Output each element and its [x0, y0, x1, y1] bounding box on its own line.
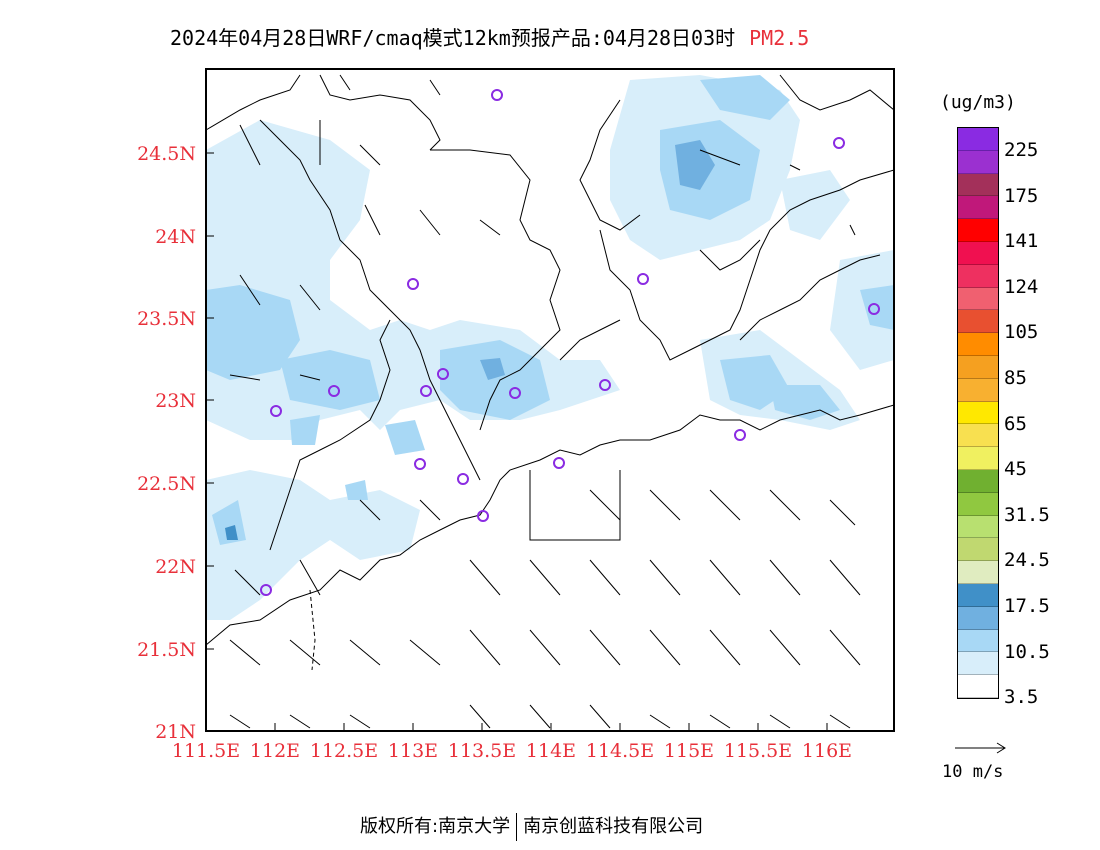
y-tick-label: 24.5N	[137, 143, 196, 165]
legend-swatch	[958, 447, 998, 470]
legend-unit: (ug/m3)	[940, 92, 1016, 113]
y-tick-label: 21N	[155, 721, 196, 743]
x-tick-label: 113.5E	[448, 740, 516, 762]
title-main: 2024年04月28日WRF/cmaq模式12km预报产品:04月28日03时	[170, 26, 736, 50]
legend-label: 141	[1004, 230, 1039, 253]
legend-swatch	[958, 264, 998, 288]
legend-swatch	[958, 219, 998, 242]
y-axis: 24.5N 24N 23.5N 23N 22.5N 22N 21.5N 21N	[137, 143, 214, 743]
legend-label: 225	[1004, 139, 1039, 161]
x-tick-label: 112.5E	[310, 740, 378, 762]
legend-swatch	[958, 538, 998, 562]
x-tick-label: 113E	[388, 740, 438, 762]
legend-label: 17.5	[1004, 595, 1050, 617]
legend-label: 24.5	[1004, 549, 1050, 572]
legend-label: 10.5	[1004, 640, 1050, 663]
map-title: 2024年04月28日WRF/cmaq模式12km预报产品:04月28日03时 P…	[170, 22, 809, 51]
concentration-field	[206, 75, 894, 620]
legend-swatch	[958, 128, 998, 151]
legend-swatch	[958, 583, 998, 607]
x-axis: 111.5E 112E 112.5E 113E 113.5E 114E 114.5E 115E…	[172, 723, 852, 762]
y-tick-label: 22.5N	[137, 473, 196, 495]
legend-swatch	[958, 241, 998, 265]
legend-swatch	[958, 561, 998, 584]
y-tick-label: 23N	[155, 390, 196, 412]
legend-label: 85	[1004, 367, 1027, 389]
footer-company: 南京创蓝科技有限公司	[523, 816, 704, 837]
legend-swatch	[958, 515, 998, 539]
legend-swatch	[958, 333, 998, 356]
legend-label: 65	[1004, 412, 1027, 435]
footer-copyright: 版权所有:南京大学	[360, 816, 511, 837]
legend-label: 3.5	[1004, 686, 1039, 709]
legend-label: 124	[1004, 275, 1039, 298]
x-tick-label: 115.5E	[724, 740, 792, 762]
legend-swatch	[958, 355, 998, 379]
legend-swatch	[958, 378, 998, 402]
x-tick-label: 114.5E	[586, 740, 654, 762]
legend-label: 31.5	[1004, 503, 1050, 526]
legend-swatch	[958, 492, 998, 516]
y-tick-label: 22N	[155, 556, 196, 578]
legend-swatch	[958, 173, 998, 197]
boundary-lines	[205, 74, 895, 671]
x-tick-label: 116E	[802, 740, 852, 762]
footer-divider	[516, 813, 518, 841]
legend-swatch	[958, 401, 998, 425]
legend-swatch	[958, 196, 998, 220]
y-tick-label: 23.5N	[137, 308, 196, 330]
y-tick-label: 24N	[155, 226, 196, 248]
legend-swatch	[958, 310, 998, 334]
legend-swatch	[958, 606, 998, 630]
legend-swatch	[958, 675, 998, 698]
legend-swatch	[958, 629, 998, 653]
legend-swatch	[958, 287, 998, 311]
x-tick-label: 111.5E	[172, 740, 240, 762]
legend-label: 175	[1004, 184, 1039, 207]
x-tick-label: 115E	[664, 740, 714, 762]
vector-reference-label: 10 m/s	[942, 762, 1004, 782]
legend-swatch	[958, 652, 998, 676]
color-legend-bar	[957, 127, 999, 699]
legend-swatch	[958, 424, 998, 448]
copyright-footer: 版权所有:南京大学 南京创蓝科技有限公司	[360, 812, 703, 841]
legend-swatch	[958, 150, 998, 174]
x-tick-label: 114E	[526, 740, 576, 762]
x-tick-label: 112E	[250, 740, 300, 762]
legend-swatch	[958, 469, 998, 493]
legend-label: 45	[1004, 458, 1027, 481]
wind-vector-field	[229, 74, 861, 729]
y-tick-label: 21.5N	[137, 639, 196, 661]
monitoring-stations	[260, 89, 880, 596]
title-pollutant: PM2.5	[749, 26, 810, 50]
legend-label: 105	[1004, 321, 1039, 344]
vector-reference-arrow	[955, 742, 1006, 754]
